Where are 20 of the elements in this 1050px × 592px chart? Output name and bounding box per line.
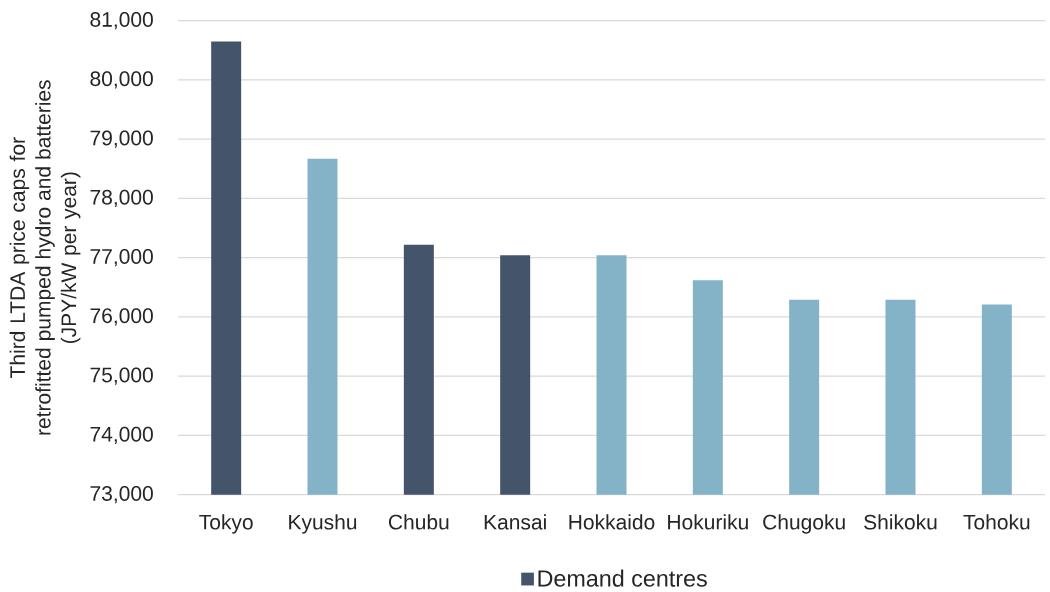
x-tick-label: Tohoku: [963, 514, 1030, 530]
x-tick-label: Hokuriku: [668, 514, 748, 530]
x-tick-label: Kyushu: [289, 514, 357, 534]
x-tick-label: Chubu: [388, 514, 449, 530]
x-tick-label: Shikoku: [864, 514, 937, 530]
y-axis-title: Third LTDA price caps for retrofitted pumped hydro and batteries (JPY/kW per year): [9, 80, 81, 435]
legend-label: Demand centres: [538, 569, 707, 587]
y-tick-label: 79,000: [90, 130, 153, 148]
y-tick-label: 73,000: [90, 486, 153, 504]
y-tick-label: 80,000: [90, 71, 153, 89]
x-tick-label: Tokyo: [199, 514, 253, 534]
y-tick-label: 75,000: [90, 367, 153, 385]
y-tick-label: 76,000: [90, 308, 153, 326]
x-tick-label: Kansai: [484, 514, 546, 530]
y-tick-label: 74,000: [90, 426, 153, 445]
x-tick-label: Hokkaido: [569, 514, 655, 530]
x-tick-label: Chugoku: [763, 514, 845, 534]
y-tick-label: 78,000: [90, 189, 153, 208]
y-tick-label: 81,000: [90, 12, 153, 30]
y-tick-label: 77,000: [90, 249, 153, 267]
